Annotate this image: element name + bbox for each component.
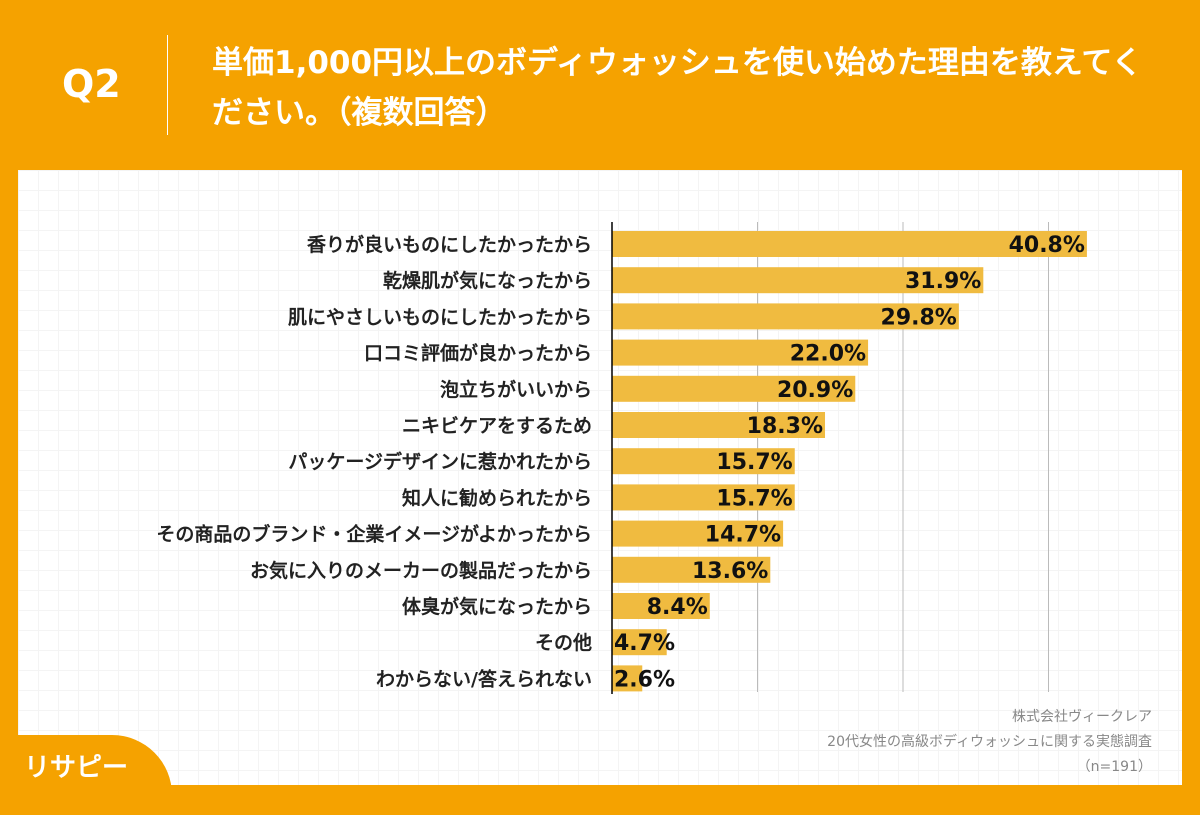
data-label: 20.9% [777, 378, 853, 403]
sample-size: （n=191） [1076, 759, 1152, 775]
data-label: 14.7% [705, 523, 781, 548]
source-survey: 20代女性の高級ボディウォッシュに関する実態調査 [827, 734, 1152, 750]
category-label: ニキビケアをするため [402, 415, 592, 437]
logo-text: リサピー [24, 753, 129, 783]
page-title: 単価1,000円以上のボディウォッシュを使い始めた理由を教えてください。（複数回… [212, 45, 1143, 131]
bar [612, 520, 784, 547]
category-label: お気に入りのメーカーの製品だったから [250, 559, 592, 582]
bar [612, 556, 771, 583]
data-label: 29.8% [881, 305, 957, 330]
bar [612, 339, 869, 366]
bar [612, 412, 826, 438]
bar [612, 303, 959, 330]
source-company: 株式会社ヴィークレア [1012, 709, 1152, 725]
category-label: 香りが良いものにしたかったから [306, 233, 592, 256]
bar [612, 629, 667, 656]
category-label: 乾燥肌が気になったから [383, 269, 592, 292]
divider [167, 35, 168, 135]
category-label: パッケージデザインに惹かれたから [288, 450, 592, 473]
category-label: その他 [535, 631, 592, 654]
data-label: 31.9% [905, 269, 981, 294]
data-label: 22.0% [790, 342, 866, 367]
source-note: 株式会社ヴィークレア 20代女性の高級ボディウォッシュに関する実態調査 （n=1… [827, 705, 1152, 780]
data-label: 13.6% [692, 559, 768, 584]
category-label: 知人に勧められたから [402, 486, 592, 509]
bar [612, 448, 795, 475]
data-label: 40.8% [1009, 233, 1085, 258]
bar [612, 375, 856, 402]
category-label: 体臭が気になったから [402, 595, 592, 618]
category-label: 泡立ちがいいから [440, 378, 592, 401]
data-label: 8.4% [647, 595, 708, 620]
question-number: Q2 [62, 62, 121, 106]
category-label: 口コミ評価が良かったから [364, 342, 592, 365]
data-label: 4.7% [614, 631, 675, 656]
bar [612, 267, 984, 294]
category-label: 肌にやさしいものにしたかったから [288, 306, 592, 328]
bar [612, 665, 643, 692]
logo: リサピー [0, 735, 172, 815]
data-label: 15.7% [716, 450, 792, 475]
bar [612, 484, 795, 511]
bar [612, 593, 710, 619]
data-label: 18.3% [747, 414, 823, 439]
category-label: その商品のブランド・企業イメージがよかったから [156, 523, 592, 546]
chart-panel [18, 170, 1182, 785]
bar [612, 231, 1087, 257]
data-label: 2.6% [614, 667, 675, 692]
category-label: わからない/答えられない [376, 667, 592, 690]
data-label: 15.7% [716, 486, 792, 511]
